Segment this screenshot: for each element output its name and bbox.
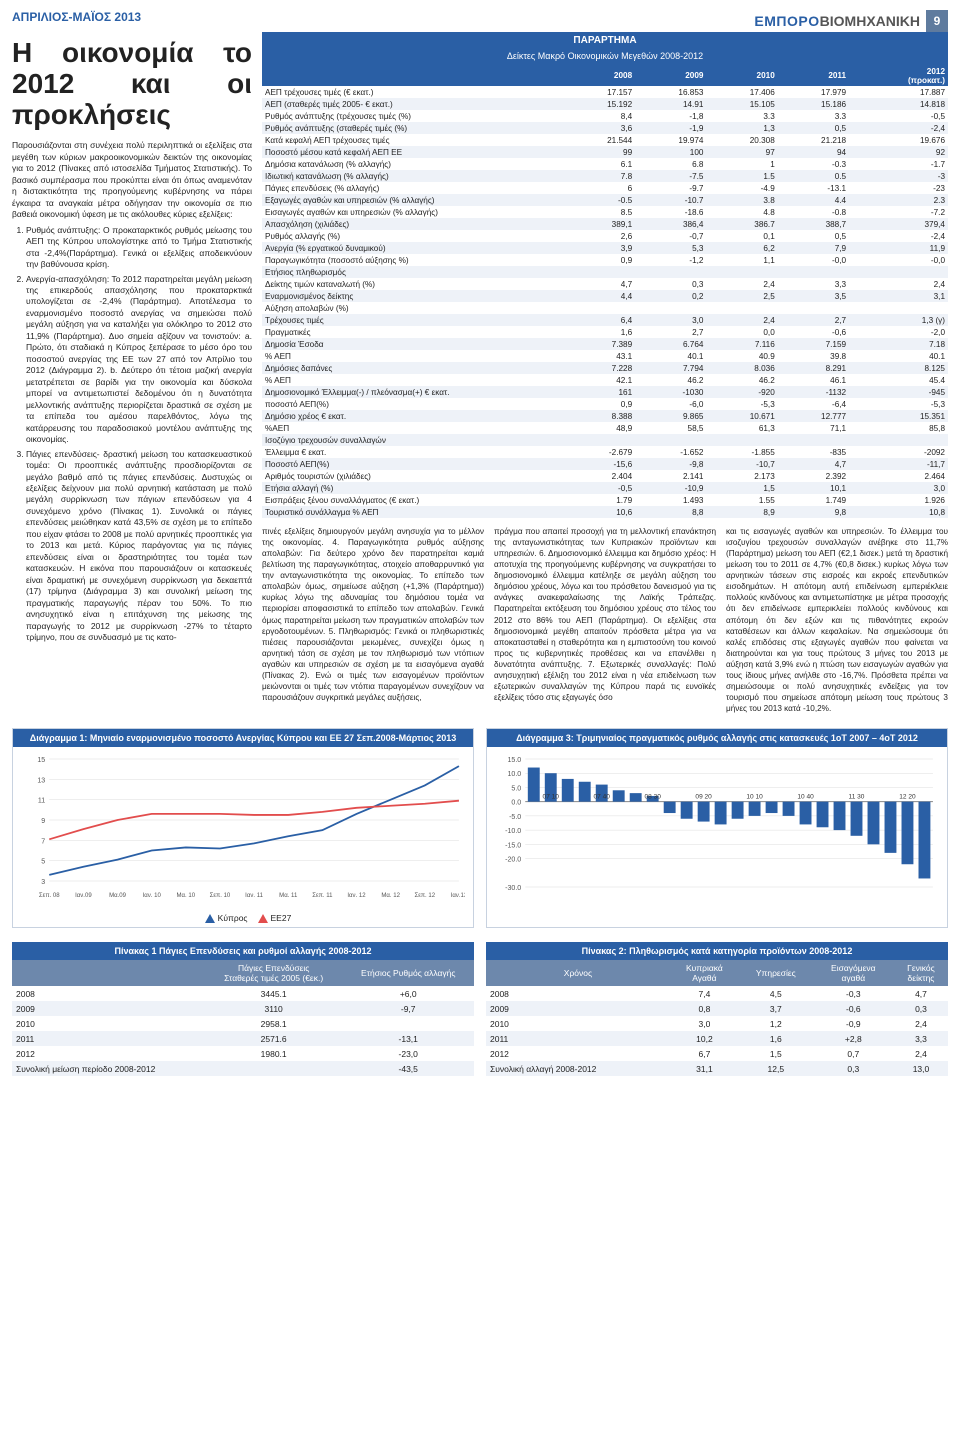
svg-text:5.0: 5.0 (511, 786, 521, 793)
svg-text:11: 11 (38, 798, 45, 805)
svg-text:5: 5 (41, 859, 45, 866)
chart1-title: Διάγραμμα 1: Μηνιαίο εναρμονισμένο ποσοσ… (13, 729, 473, 747)
headline: Η οικονομία το 2012 και οι προκλήσεις (12, 38, 252, 130)
svg-text:9: 9 (41, 818, 45, 825)
appendix-subtitle: Δείκτες Μακρό Οικονομικών Μεγεθών 2008-2… (262, 49, 948, 65)
svg-text:Μα. 10: Μα. 10 (177, 893, 196, 899)
svg-text:Σεπ. 08: Σεπ. 08 (39, 893, 60, 899)
svg-text:Σεπ. 10: Σεπ. 10 (210, 893, 231, 899)
chart2-body: 15.010.05.00.0-5.0-10.0-15.0-20.025.0-30… (487, 747, 947, 927)
appendix-title: ΠΑΡΑΡΤΗΜΑ (262, 32, 948, 49)
svg-text:Ιαν. 11: Ιαν. 11 (245, 893, 263, 899)
table1-title: Πίνακας 1 Πάγιες Επενδύσεις και ρυθμοί α… (12, 942, 474, 960)
body-col-2: πράγμα που απαιτεί προσοχή για τη μελλον… (494, 526, 716, 714)
chart1-body: 15 13 11 9 7 5 3 Σεπ. 08 Ιαν.09 Μα.09 Ιαν. 10 Μα. 1… (13, 747, 473, 927)
appendix-table: 20082009201020112012(προκατ.) ΑΕΠ τρέχου… (262, 65, 948, 518)
numbered-list: Ρυθμός ανάπτυξης: Ο προκαταρκτικός ρυθμό… (12, 225, 252, 644)
table2: ΧρόνοςΚυπριακάΑγαθάΥπηρεσίεςΕισαγόμενααγ… (486, 960, 948, 1076)
masthead: ΕΜΠΟΡΟΒΙΟΜΗΧΑΝΙΚΗ (754, 13, 920, 29)
svg-text:-10.0: -10.0 (505, 828, 521, 835)
svg-text:13: 13 (37, 777, 45, 784)
table2-title: Πίνακας 2: Πληθωρισμός κατά κατηγορία πρ… (486, 942, 948, 960)
svg-text:11 30: 11 30 (849, 794, 865, 801)
list-item: Ρυθμός ανάπτυξης: Ο προκαταρκτικός ρυθμό… (26, 225, 252, 271)
svg-text:Μα.09: Μα.09 (109, 893, 127, 899)
svg-text:Ιαν.13: Ιαν.13 (451, 893, 465, 899)
svg-text:10.0: 10.0 (508, 771, 522, 778)
page-number: 9 (926, 10, 948, 32)
list-item: Πάγιες επενδύσεις- δραστική μείωση του κ… (26, 449, 252, 644)
svg-text:-30.0: -30.0 (505, 885, 521, 892)
svg-text:-15.0: -15.0 (505, 842, 521, 849)
svg-text:15.0: 15.0 (508, 757, 522, 764)
svg-text:-5.0: -5.0 (509, 814, 521, 821)
body-col-3: και τις εισαγωγές αγαθών και υπηρεσιών. … (726, 526, 948, 714)
svg-text:0.0: 0.0 (511, 800, 521, 807)
svg-text:08 30: 08 30 (644, 794, 661, 801)
issue-date: ΑΠΡΙΛΙΟΣ-ΜΑΪΟΣ 2013 (12, 10, 141, 24)
svg-text:Ιαν. 10: Ιαν. 10 (143, 893, 162, 899)
svg-text:Σεπ. 11: Σεπ. 11 (312, 893, 333, 899)
svg-text:15: 15 (37, 757, 45, 764)
svg-text:10 10: 10 10 (746, 794, 763, 801)
svg-text:Μα. 12: Μα. 12 (381, 893, 400, 899)
svg-text:7: 7 (41, 838, 45, 845)
svg-text:Μα. 11: Μα. 11 (279, 893, 298, 899)
list-item: Ανεργία-απασχόληση: Το 2012 παρατηρείται… (26, 274, 252, 446)
chart2-title: Διάγραμμα 3: Τριμηνιαίος πραγματικός ρυθ… (487, 729, 947, 747)
svg-text:12 20: 12 20 (899, 794, 916, 801)
table1: Πάγιες ΕπενδύσειςΣταθερές τιμές 2005 (€ε… (12, 960, 474, 1076)
svg-text:Σεπ. 12: Σεπ. 12 (414, 893, 435, 899)
svg-text:Ιαν. 12: Ιαν. 12 (347, 893, 366, 899)
svg-text:-20.0: -20.0 (505, 857, 521, 864)
svg-text:Ιαν.09: Ιαν.09 (75, 893, 92, 899)
body-col-1: πινές εξελίξεις δημιουργούν μεγάλη ανησυ… (262, 526, 484, 714)
svg-text:09 20: 09 20 (695, 794, 712, 801)
svg-text:10 40: 10 40 (797, 794, 814, 801)
svg-text:3: 3 (41, 879, 45, 886)
svg-text:07 40: 07 40 (594, 794, 611, 801)
intro-text: Παρουσιάζονται στη συνέχεια πολύ περιληπ… (12, 140, 252, 220)
svg-text:07 10: 07 10 (543, 794, 560, 801)
